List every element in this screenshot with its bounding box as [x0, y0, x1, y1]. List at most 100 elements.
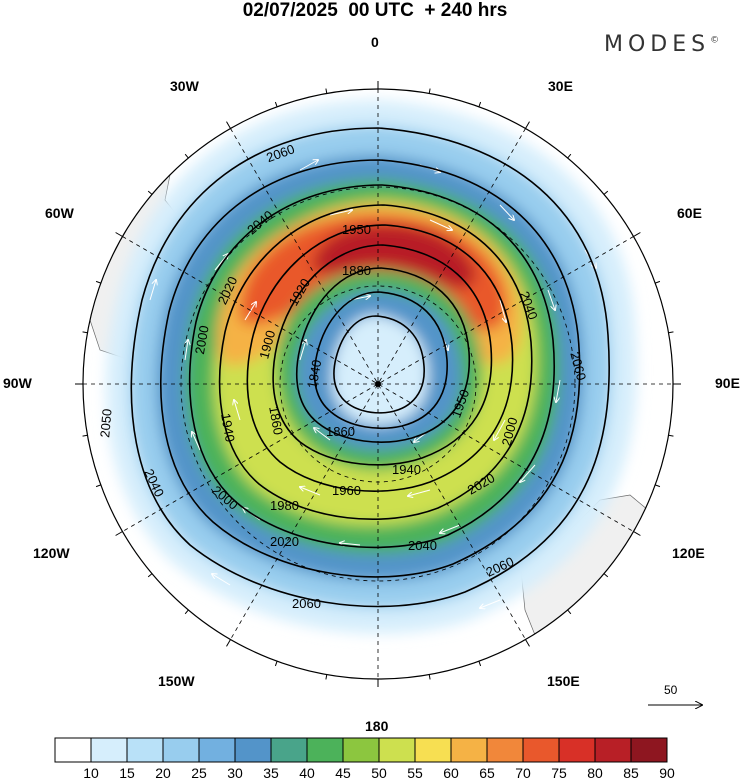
height-contours	[130, 127, 610, 608]
colorbar-swatch	[342, 737, 380, 763]
brand-name: MODES	[604, 32, 711, 57]
boundary-tick	[428, 88, 431, 94]
colorbar-swatch	[126, 737, 164, 763]
colorbar-swatch	[414, 737, 452, 763]
wind-vector	[244, 302, 256, 321]
wind-vector	[480, 599, 501, 608]
colorbar-tick-label: 40	[299, 765, 315, 781]
wind-vector	[212, 574, 231, 586]
wind-vector	[185, 340, 188, 361]
colorbar-swatch	[558, 737, 596, 763]
wind-vector	[299, 160, 318, 171]
reference-vector-label: 50	[664, 683, 678, 697]
meridian-30w-150e	[230, 128, 526, 640]
boundary-tick	[655, 280, 661, 284]
colorbar-tick-label: 35	[263, 765, 279, 781]
wind-vector	[499, 299, 506, 322]
wind-vector	[556, 379, 561, 402]
colorbar	[54, 737, 668, 763]
boundary-tick	[603, 573, 609, 578]
boundary-tick	[82, 331, 88, 334]
colorbar-swatch	[270, 737, 308, 763]
contour-label: 1940	[218, 412, 238, 443]
contour-label: 1980	[270, 498, 299, 513]
wind-vector	[234, 400, 241, 421]
contour-label: 2020	[270, 534, 299, 549]
colorbar-tick-label: 65	[479, 765, 495, 781]
boundary-tick	[147, 190, 153, 195]
lon-label-150w: 150W	[158, 673, 195, 689]
wind-vector	[300, 487, 321, 496]
boundary-tick	[525, 639, 530, 647]
wind-vector	[149, 280, 156, 301]
brand-mark: ©	[710, 35, 720, 46]
contour-1860	[313, 291, 448, 429]
boundary-tick	[95, 484, 101, 488]
boundary-tick	[478, 661, 482, 667]
map-disk	[83, 89, 673, 679]
boundary-tick	[325, 674, 328, 680]
lon-label-120w: 120W	[33, 545, 70, 561]
colorbar-tick-label: 90	[659, 765, 675, 781]
boundary-tick	[567, 153, 572, 159]
contour-2040	[160, 159, 581, 578]
wind-vector	[547, 289, 555, 310]
wind-vector	[494, 419, 506, 440]
wind-vector	[520, 464, 536, 482]
colorbar-swatch	[594, 737, 632, 763]
boundary-tick	[115, 232, 123, 237]
map-grid	[83, 89, 673, 679]
colorbar-swatch	[90, 737, 128, 763]
boundary-tick	[184, 609, 189, 615]
boundary-tick	[567, 609, 572, 615]
wind-vector	[329, 210, 352, 216]
boundary-ticks	[75, 81, 681, 687]
lon-label-180: 180	[365, 718, 389, 734]
wind-vector	[499, 204, 514, 220]
colorbar-swatch	[198, 737, 236, 763]
wind-vector	[440, 524, 461, 533]
lon-label-30e: 30E	[548, 78, 573, 94]
contour-label: 1840	[305, 359, 325, 390]
boundary-tick	[633, 531, 641, 536]
boundary-tick	[226, 639, 231, 647]
boundary-tick	[525, 121, 530, 129]
colorbar-swatch	[486, 737, 524, 763]
colorbar-swatch	[54, 737, 92, 763]
boundary-tick	[147, 573, 153, 578]
contour-2000	[218, 204, 533, 520]
contour-label: 2040	[408, 538, 437, 553]
wind-vector	[408, 489, 431, 496]
colorbar-tick-label: 80	[587, 765, 603, 781]
contour-label: 1940	[392, 462, 421, 477]
colorbar-tick-label: 55	[407, 765, 423, 781]
colorbar-swatch	[522, 737, 560, 763]
boundary-tick	[115, 531, 123, 536]
boundary-tick	[226, 121, 231, 129]
boundary-tick	[184, 153, 189, 159]
colorbar-tick-label: 15	[119, 765, 135, 781]
contour-label: 1860	[266, 405, 286, 436]
boundary-tick	[325, 88, 328, 94]
lon-label-30w: 30W	[170, 78, 199, 94]
colorbar-tick-label: 45	[335, 765, 351, 781]
contour-label: 2000	[192, 324, 212, 355]
boundary-tick	[428, 674, 431, 680]
south-pole-marker	[375, 381, 381, 387]
contour-label: 1960	[332, 483, 361, 498]
contour-2020	[188, 184, 555, 549]
colorbar-tick-label: 85	[623, 765, 639, 781]
contour-1840	[333, 315, 425, 414]
meridian-60w-120e	[122, 236, 634, 532]
meridian-30e-150w	[230, 128, 526, 640]
colorbar-tick-label: 10	[83, 765, 99, 781]
contour-label: 1950	[342, 222, 371, 237]
colorbar-tick-label: 20	[155, 765, 171, 781]
shade-core	[332, 315, 429, 425]
shade-80	[312, 224, 476, 288]
boundary-tick	[274, 661, 278, 667]
colorbar-swatch	[630, 737, 668, 763]
lon-label-120e: 120E	[672, 545, 705, 561]
lon-label-60e: 60E	[677, 205, 702, 221]
